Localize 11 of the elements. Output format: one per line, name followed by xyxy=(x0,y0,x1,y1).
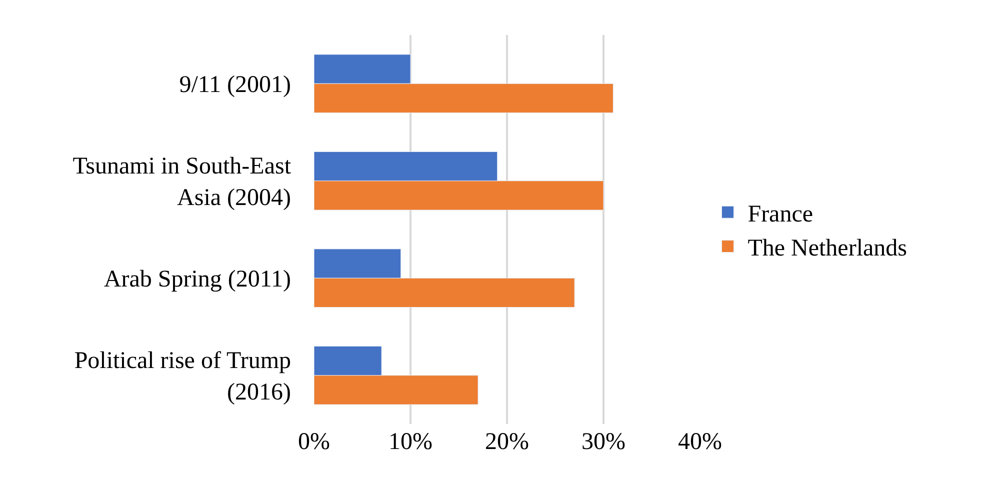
x-tick-label: 30% xyxy=(582,429,626,455)
legend-label: France xyxy=(748,201,814,228)
legend-label: The Netherlands xyxy=(748,236,907,262)
y-tick-label: Political rise of Trump (2016) xyxy=(74,348,291,406)
y-tick-label: Arab Spring (2011) xyxy=(104,266,291,293)
y-tick-label: 9/11 (2001) xyxy=(179,72,291,98)
x-tick-label: 0% xyxy=(298,429,330,455)
y-tick-label: Tsunami in South-East Asia (2004) xyxy=(72,154,292,211)
x-tick-label: 10% xyxy=(388,429,432,455)
x-tick-label: 20% xyxy=(485,429,529,455)
x-tick-label: 40% xyxy=(678,429,722,455)
